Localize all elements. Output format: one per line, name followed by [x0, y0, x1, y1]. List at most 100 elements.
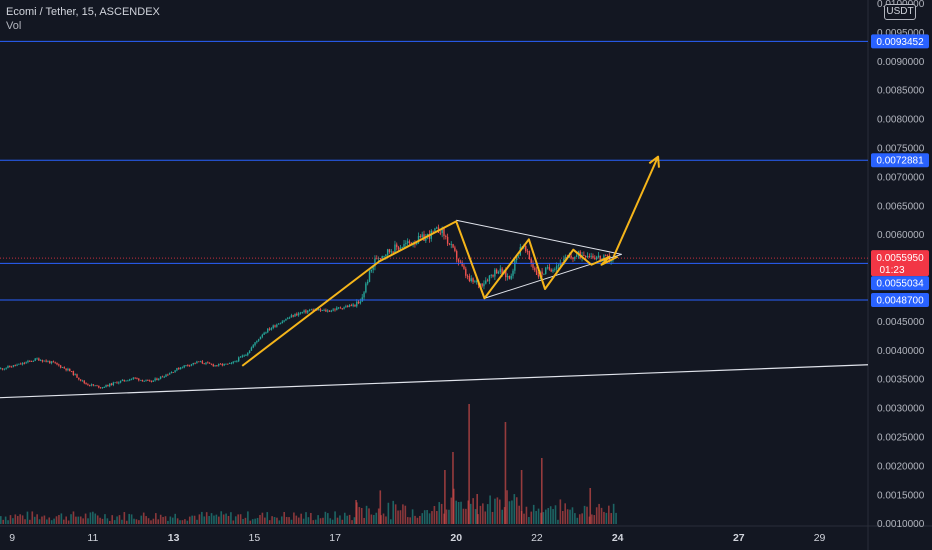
volume-bar — [268, 520, 271, 524]
candle-body — [185, 365, 187, 366]
date-tick-label: 13 — [168, 532, 180, 544]
volume-bar — [421, 513, 424, 524]
candle-body — [327, 310, 329, 312]
candle-body — [399, 247, 402, 250]
volume-bar — [436, 511, 438, 524]
currency-button[interactable]: USDT — [884, 4, 916, 20]
candle-body — [76, 374, 78, 378]
candle-body — [123, 379, 125, 381]
candle-body — [114, 382, 116, 384]
volume-bar — [358, 507, 361, 524]
candle-body — [39, 360, 42, 362]
candle-body — [99, 387, 102, 389]
date-tick-label: 20 — [450, 532, 462, 544]
candle-body — [247, 353, 249, 356]
volume-bar — [494, 498, 496, 524]
volume-bar — [549, 506, 552, 524]
candle-body — [534, 267, 536, 271]
candle-body — [0, 368, 2, 370]
volume-bar — [515, 497, 518, 524]
candle-body — [508, 276, 511, 279]
volume-bar — [411, 509, 414, 524]
level-price-tag: 0.0055034 — [876, 279, 924, 290]
volume-bar — [501, 509, 504, 524]
candle-body — [332, 309, 334, 311]
candle-body — [243, 355, 245, 357]
candle-body — [201, 361, 204, 364]
candle-body — [237, 357, 240, 362]
volume-bar — [406, 517, 409, 524]
candle-body — [172, 371, 174, 373]
triangle-upper-line — [456, 219, 622, 255]
volume-bar — [339, 515, 341, 524]
volume-bar — [201, 511, 203, 524]
volume-bar — [387, 502, 390, 524]
candle-body — [32, 360, 35, 362]
candle-body — [379, 258, 382, 259]
candle-body — [218, 363, 220, 366]
candle-body — [366, 281, 369, 284]
volume-bar — [4, 516, 7, 524]
volume-bar — [552, 509, 554, 524]
candle-body — [103, 387, 105, 388]
candle-body — [27, 360, 29, 363]
volume-bar — [404, 505, 407, 524]
volume-bar — [130, 514, 133, 524]
volume-bar — [288, 517, 290, 524]
candle-body — [45, 360, 47, 362]
volume-bar — [99, 517, 101, 524]
volume-bar — [164, 516, 167, 524]
volume-bar — [469, 503, 472, 524]
volume-bar — [564, 503, 567, 524]
volume-bar — [43, 515, 46, 524]
candle-body — [448, 243, 451, 245]
candle-body — [98, 385, 100, 388]
volume-bar — [295, 515, 298, 524]
price-tick-label: 0.0010000 — [877, 519, 925, 530]
volume-bar — [65, 516, 68, 524]
candle-body — [590, 255, 592, 257]
candle-body — [187, 365, 189, 366]
volume-bar — [605, 512, 608, 524]
volume-bar — [104, 514, 106, 524]
candle-body — [63, 367, 65, 369]
volume-bar — [431, 511, 433, 524]
candle-body — [310, 309, 313, 311]
candle-body — [118, 382, 120, 384]
volume-bar — [7, 520, 9, 524]
volume-bar — [237, 514, 239, 524]
volume-spike — [355, 500, 357, 524]
volume-bar — [557, 519, 559, 524]
candle-body — [583, 255, 585, 257]
candle-body — [72, 371, 75, 376]
candle-body — [386, 249, 389, 255]
volume-bar — [523, 513, 525, 524]
candle-body — [210, 363, 213, 365]
volume-bar — [382, 513, 385, 524]
candle-body — [505, 270, 507, 278]
candle-body — [5, 367, 7, 369]
candle-body — [604, 255, 607, 257]
volume-bar — [392, 500, 395, 524]
candle-body — [250, 347, 253, 351]
volume-bar — [537, 508, 540, 524]
candle-body — [288, 317, 291, 319]
volume-bar — [399, 510, 402, 524]
volume-bar — [121, 519, 123, 524]
candle-body — [319, 309, 322, 311]
candle-body — [330, 310, 333, 312]
volume-bar — [227, 515, 230, 524]
volume-bar — [397, 510, 399, 524]
volume-bar — [608, 505, 610, 524]
candle-body — [345, 306, 347, 308]
candle-body — [374, 258, 376, 267]
candle-body — [584, 256, 587, 258]
volume-bar — [581, 513, 583, 524]
candle-body — [406, 241, 409, 244]
volume-bar — [205, 512, 208, 524]
volume-spike — [379, 490, 382, 524]
candle-body — [270, 328, 273, 330]
volume-bar — [450, 497, 453, 524]
candle-body — [67, 368, 69, 371]
